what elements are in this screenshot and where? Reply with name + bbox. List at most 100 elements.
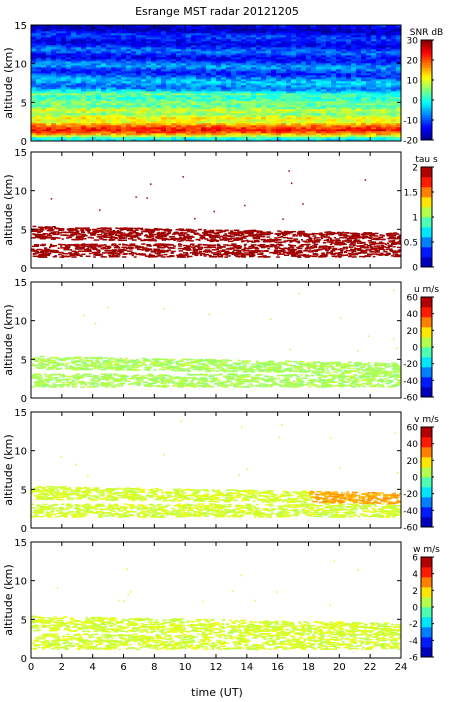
snr-cell (346, 71, 352, 74)
snr-cell (111, 93, 117, 96)
snr-cell (226, 137, 232, 140)
snr-cell (131, 47, 137, 50)
tau-point (78, 244, 82, 246)
snr-cell (151, 113, 157, 116)
snr-cell (331, 109, 337, 112)
snr-cell (126, 101, 132, 104)
snr-cell (126, 113, 132, 116)
snr-cell (236, 95, 242, 98)
snr-cell (311, 129, 317, 132)
snr-cell (46, 117, 52, 120)
snr-cell (86, 69, 92, 72)
snr-cell (96, 39, 102, 42)
snr-cell (41, 83, 47, 86)
snr-cell (331, 63, 337, 66)
snr-cell (36, 103, 42, 106)
snr-cell (156, 119, 162, 122)
snr-cell (246, 119, 252, 122)
snr-cell (116, 115, 122, 118)
tau-point (106, 249, 110, 252)
snr-cell (256, 131, 262, 134)
snr-cell (361, 87, 367, 90)
snr-cell (176, 121, 182, 124)
snr-cell (231, 27, 237, 30)
snr-cell (271, 55, 277, 58)
snr-cell (346, 41, 352, 44)
snr-cell (221, 67, 227, 70)
snr-cell (301, 29, 307, 32)
snr-cell (296, 137, 302, 140)
snr-cell (41, 131, 47, 134)
snr-cell (206, 137, 212, 140)
snr-cell (136, 83, 142, 86)
snr-cell (391, 71, 397, 74)
snr-cell (386, 117, 392, 120)
snr-cell (136, 67, 142, 70)
snr-cell (356, 67, 362, 70)
snr-cell (391, 83, 397, 86)
snr-cell (171, 31, 177, 34)
snr-cell (321, 105, 327, 108)
snr-cell (256, 127, 262, 130)
snr-cell (321, 51, 327, 54)
snr-cell (206, 135, 212, 138)
snr-cell (186, 97, 192, 100)
snr-cell (211, 85, 217, 88)
snr-cell (156, 129, 162, 132)
snr-cell (116, 77, 122, 80)
snr-cell (326, 89, 332, 92)
snr-cell (116, 67, 122, 70)
snr-cell (176, 31, 182, 34)
snr-cell (326, 33, 332, 36)
snr-cell (96, 79, 102, 82)
snr-cell (286, 57, 292, 60)
snr-cell (121, 77, 127, 80)
snr-cell (91, 47, 97, 50)
snr-cell (101, 107, 107, 110)
snr-cell (216, 77, 222, 80)
snr-cell (291, 35, 297, 38)
snr-cell (116, 63, 122, 66)
snr-cell (81, 75, 87, 78)
snr-cell (311, 123, 317, 126)
snr-cell (126, 49, 132, 52)
tau-point (355, 252, 361, 254)
snr-cell (221, 95, 227, 98)
snr-cell (216, 127, 222, 130)
snr-cell (316, 99, 322, 102)
snr-cell (46, 89, 52, 92)
snr-cell (266, 109, 272, 112)
snr-cell (281, 109, 287, 112)
snr-cell (256, 63, 262, 66)
snr-cell (211, 53, 217, 56)
snr-cell (326, 93, 332, 96)
snr-cell (356, 75, 362, 78)
snr-cell (141, 89, 147, 92)
snr-cell (166, 81, 172, 84)
snr-cell (71, 37, 77, 40)
snr-cell (151, 131, 157, 134)
snr-cell (341, 81, 347, 84)
snr-cell (336, 123, 342, 126)
snr-cell (116, 47, 122, 50)
snr-cell (116, 79, 122, 82)
snr-cell (266, 55, 272, 58)
snr-cell (161, 131, 167, 134)
snr-cell (371, 93, 377, 96)
snr-cell (146, 51, 152, 54)
snr-cell (286, 129, 292, 132)
snr-cell (211, 117, 217, 120)
snr-cell (306, 99, 312, 102)
snr-cell (316, 125, 322, 128)
snr-cell (361, 75, 367, 78)
tau-point (380, 244, 385, 247)
snr-cell (326, 91, 332, 94)
snr-cell (91, 39, 97, 42)
tau-point (313, 243, 319, 246)
snr-cell (81, 63, 87, 66)
snr-cell (216, 29, 222, 32)
snr-cell (256, 123, 262, 126)
snr-cell (326, 31, 332, 34)
snr-cell (121, 57, 127, 60)
snr-cell (321, 139, 327, 141)
